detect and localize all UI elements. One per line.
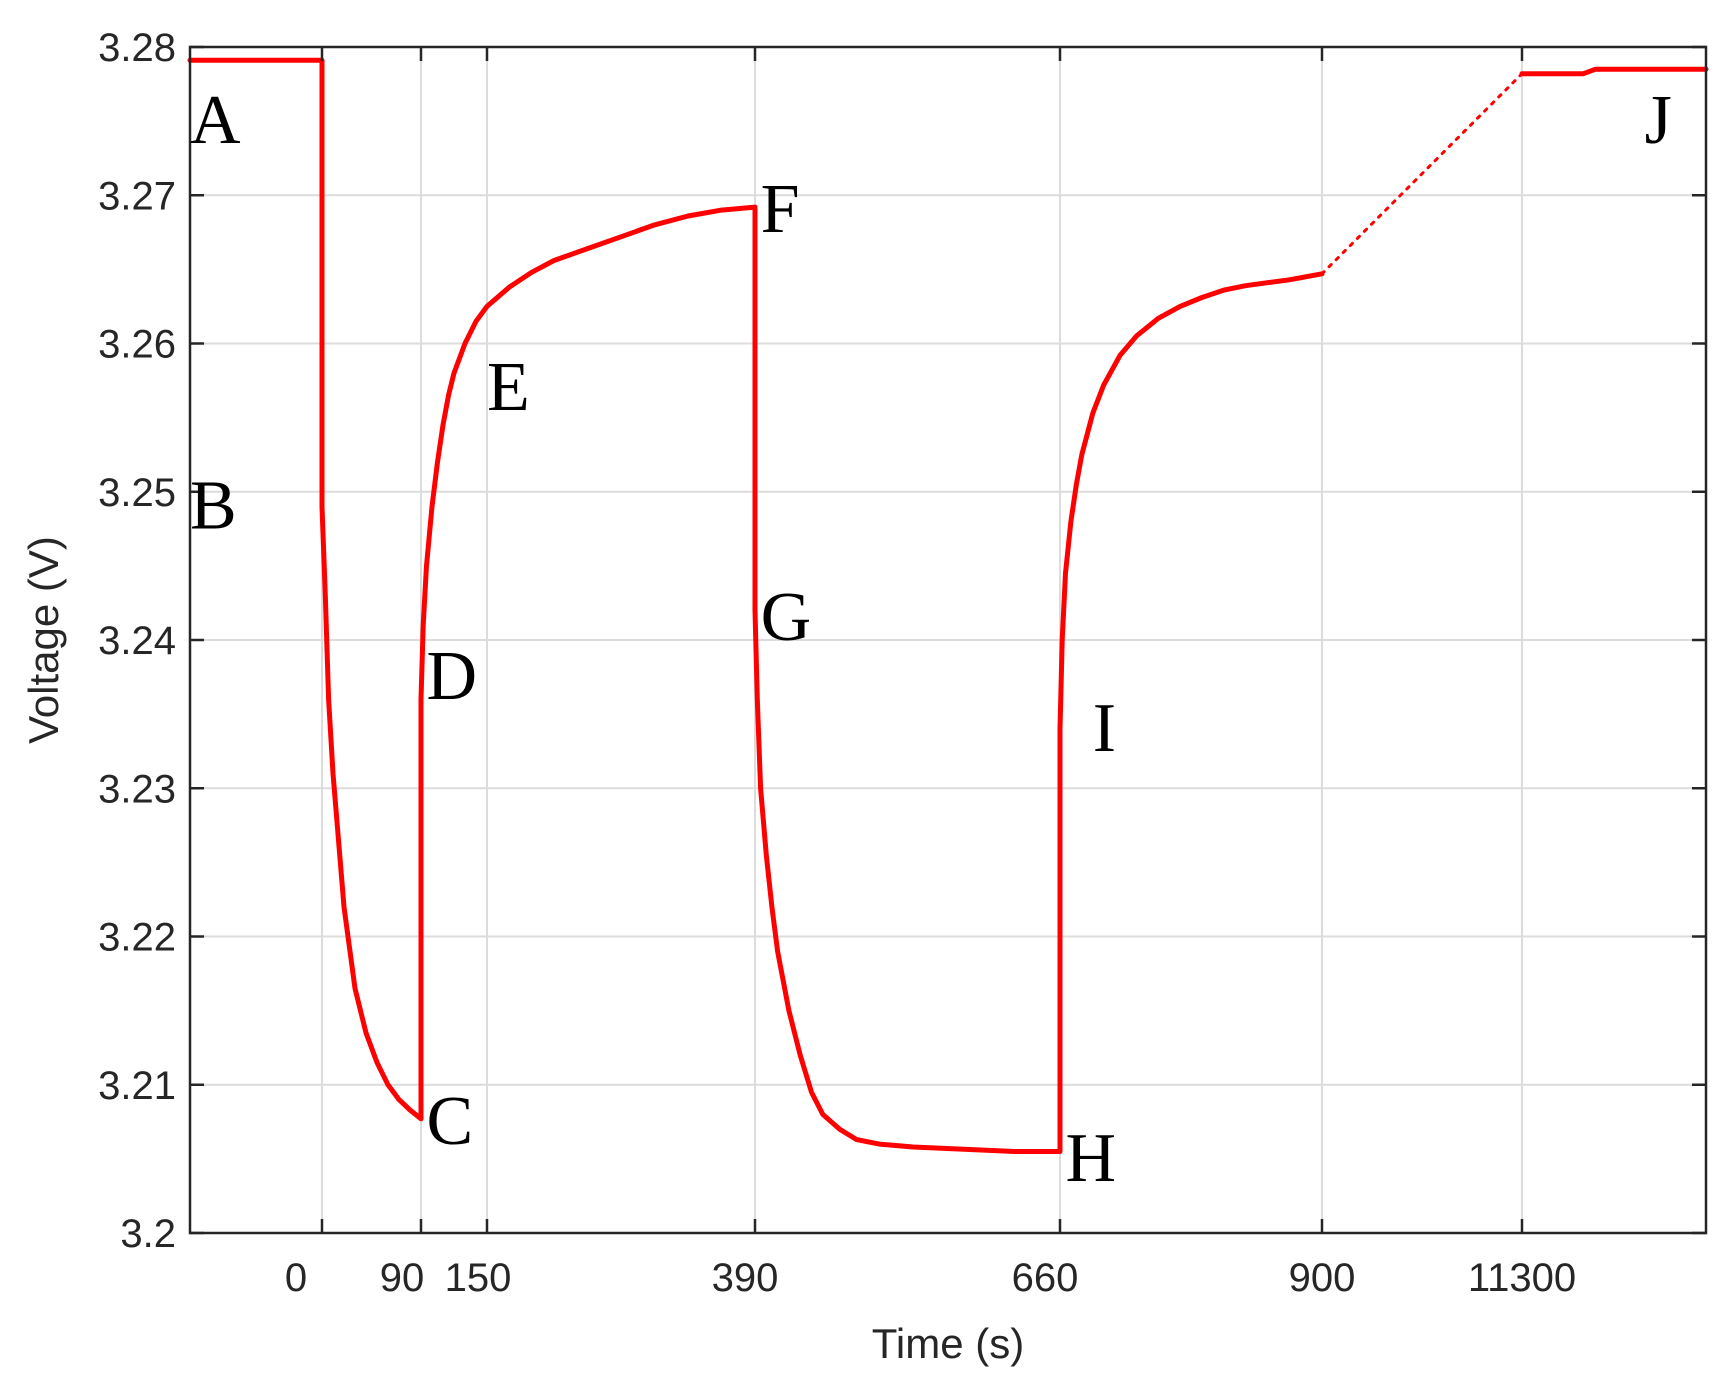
x-tick-label: 11300: [1468, 1256, 1576, 1300]
y-tick-label: 3.27: [98, 174, 176, 218]
voltage-line-segment: [187, 57, 1325, 1154]
x-tick-label: 90: [380, 1256, 425, 1300]
y-axis-label: Voltage (V): [20, 536, 67, 744]
y-tick-label: 3.28: [98, 26, 176, 70]
point-label-i: I: [1093, 690, 1116, 767]
point-label-d: D: [427, 638, 478, 715]
y-tick-label: 3.21: [98, 1064, 176, 1108]
point-label-c: C: [427, 1083, 474, 1160]
y-tick-label: 3.23: [98, 767, 176, 811]
x-tick-label: 900: [1289, 1256, 1356, 1300]
point-annotations: A B C D E F G H I J: [190, 82, 1672, 1197]
voltage-line-segment: [1519, 66, 1709, 77]
dotted-gap-segment: [1320, 72, 1524, 276]
x-axis-label: Time (s): [872, 1320, 1024, 1367]
y-tick-label: 3.25: [98, 471, 176, 515]
point-label-a: A: [190, 82, 241, 159]
point-label-f: F: [761, 171, 800, 248]
y-tick-label: 3.24: [98, 619, 176, 663]
x-tick-label: 150: [445, 1256, 512, 1300]
y-tick-label: 3.22: [98, 916, 176, 960]
plot-series: [187, 57, 1709, 1154]
y-tick-label: 3.2: [120, 1212, 176, 1256]
point-label-h: H: [1065, 1120, 1116, 1197]
y-tick-label: 3.26: [98, 323, 176, 367]
point-label-b: B: [190, 468, 237, 545]
x-tick-label: 0: [285, 1256, 307, 1300]
point-label-g: G: [761, 579, 812, 656]
axis-ticks: 3.2 3.21 3.22 3.23 3.24 3.25 3.26 3.27 3.28 0 90 15…: [98, 26, 1706, 1300]
point-label-e: E: [487, 349, 530, 426]
x-tick-label: 660: [1012, 1256, 1079, 1300]
point-label-j: J: [1645, 82, 1672, 159]
x-tick-label: 390: [712, 1256, 779, 1300]
grid: [190, 47, 1706, 1233]
